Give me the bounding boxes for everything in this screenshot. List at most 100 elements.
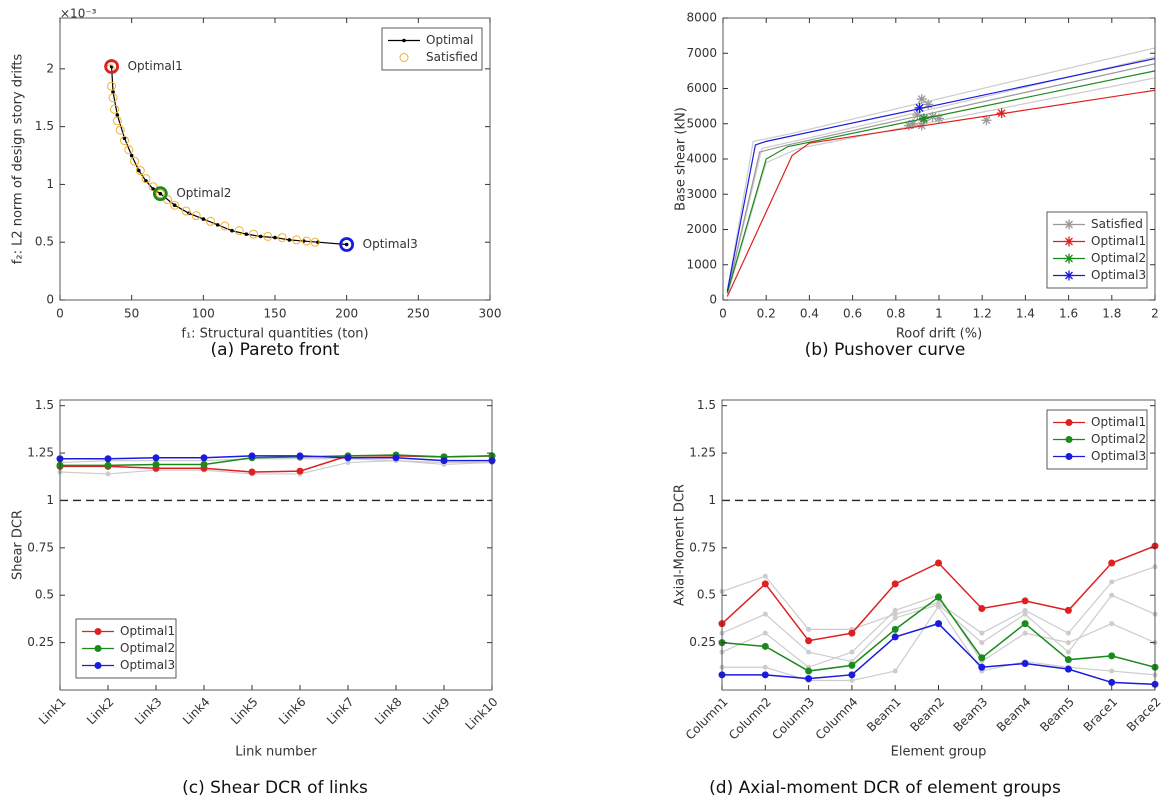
marker — [1108, 559, 1116, 567]
marker — [923, 99, 934, 110]
legend-marker — [1065, 453, 1073, 460]
series-line — [726, 57, 1156, 292]
x-tick-label: Column3 — [769, 695, 817, 743]
series-line — [60, 454, 493, 467]
marker — [104, 461, 112, 469]
legend-label: Optimal1 — [120, 624, 175, 638]
background-marker — [1109, 592, 1115, 598]
marker — [215, 223, 220, 227]
marker — [234, 226, 244, 236]
legend: Satisfied Optimal1 Optimal2 Optimal3 — [1046, 211, 1148, 289]
legend-marker — [1065, 419, 1073, 426]
y-tick-label: 0.75 — [689, 540, 716, 554]
x-tick-label: Column1 — [683, 695, 731, 743]
background-marker — [1022, 611, 1028, 617]
marker — [144, 179, 148, 183]
background-marker — [892, 615, 898, 621]
marker — [440, 457, 448, 465]
background-marker — [1065, 640, 1071, 646]
background-line — [59, 458, 492, 464]
y-axis-label: Shear DCR — [11, 510, 26, 580]
y-axis-label: Axial-Moment DCR — [673, 484, 688, 606]
marker — [761, 642, 769, 650]
marker — [148, 182, 158, 192]
marker — [934, 113, 944, 124]
x-tick-label: Beam2 — [907, 695, 947, 735]
y-tick-label: 3000 — [686, 187, 717, 201]
background-marker — [892, 611, 898, 617]
background-marker — [979, 630, 985, 636]
y-tick-label: 0.5 — [697, 588, 716, 602]
x-tick-label: 150 — [264, 307, 287, 321]
marker — [124, 145, 134, 155]
background-marker — [762, 664, 768, 670]
y-tick-label: 1.5 — [35, 398, 54, 412]
legend-marker — [94, 662, 102, 669]
background-line — [726, 56, 1156, 294]
marker — [996, 108, 1007, 119]
marker — [912, 109, 923, 120]
background-marker — [892, 668, 898, 674]
background-marker — [762, 611, 768, 617]
caption: (c) Shear DCR of links — [182, 778, 368, 798]
background-marker — [1065, 630, 1071, 636]
marker — [135, 166, 145, 176]
marker — [104, 455, 112, 463]
marker — [248, 468, 256, 476]
x-tick-label: 2 — [1151, 307, 1159, 321]
marker — [200, 454, 208, 462]
marker — [908, 118, 919, 129]
marker — [935, 620, 942, 628]
marker — [805, 675, 813, 683]
marker — [155, 189, 165, 199]
marker — [848, 661, 856, 669]
x-tick-label: Link10 — [463, 695, 501, 733]
series-line — [726, 63, 1156, 294]
marker — [848, 629, 856, 637]
legend-box — [381, 27, 483, 71]
marker — [152, 460, 160, 468]
marker — [978, 604, 986, 612]
y-tick-label: 0.5 — [35, 588, 54, 602]
marker — [200, 460, 208, 468]
marker — [277, 233, 287, 243]
marker — [891, 580, 899, 588]
y-tick-label: 1.5 — [697, 398, 716, 412]
marker — [805, 667, 813, 675]
marker — [310, 237, 320, 247]
marker — [109, 104, 119, 114]
background-marker — [762, 573, 768, 579]
marker — [111, 90, 115, 94]
marker — [1064, 606, 1072, 614]
marker — [916, 94, 927, 105]
x-tick-label: Beam5 — [1037, 695, 1077, 735]
y-tick-label: 0.25 — [27, 635, 54, 649]
marker — [1108, 652, 1116, 660]
marker — [181, 206, 191, 216]
x-tick-label: 50 — [124, 307, 139, 321]
x-tick-label: 0.8 — [886, 307, 905, 321]
marker — [201, 217, 206, 221]
marker — [137, 168, 141, 173]
marker — [761, 580, 769, 588]
highlight-circle — [339, 237, 355, 252]
legend-label: Optimal2 — [1091, 251, 1146, 265]
marker — [344, 242, 349, 247]
y-tick-label: 1.25 — [27, 446, 54, 460]
background-marker — [1022, 607, 1028, 613]
annotation-label: Optimal1 — [128, 59, 183, 73]
marker — [258, 234, 263, 239]
marker — [112, 116, 122, 126]
y-tick-label: 1000 — [686, 257, 717, 271]
marker — [296, 452, 304, 460]
y-tick-label: 8000 — [686, 11, 717, 25]
caption: (d) Axial-moment DCR of element groups — [709, 778, 1061, 798]
background-line — [726, 77, 1156, 295]
background-marker — [892, 607, 898, 613]
legend-marker — [1064, 236, 1074, 247]
x-tick-label: 1.4 — [1016, 307, 1035, 321]
marker — [903, 120, 914, 131]
legend-marker — [94, 628, 102, 635]
marker — [1108, 678, 1116, 686]
